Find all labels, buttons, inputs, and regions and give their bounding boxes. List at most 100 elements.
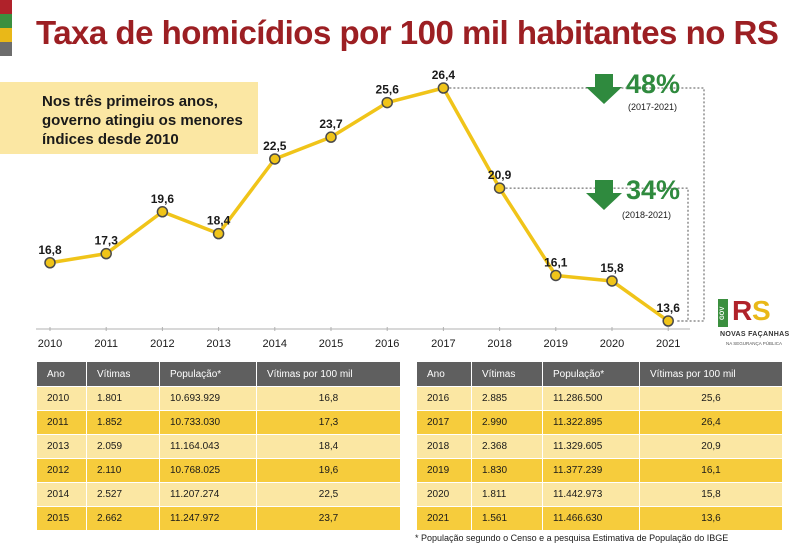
cell-taxa: 26,4 [639, 410, 783, 435]
drop-guide-2018 [505, 187, 689, 322]
cell-ano: 2013 [36, 434, 87, 459]
cell-taxa: 18,4 [256, 434, 401, 459]
col-header-populacao: População* [159, 361, 257, 387]
col-header-vitimas-por-100-mil: Vítimas por 100 mil [256, 361, 401, 387]
cell-ano: 2014 [36, 482, 87, 507]
x-tick-label: 2013 [206, 338, 230, 350]
x-tick-label: 2019 [544, 338, 568, 350]
table-row: 2013 2.059 11.164.043 18,4 [36, 434, 401, 459]
page-title: Taxa de homicídios por 100 mil habitante… [36, 14, 779, 51]
data-table-left: Ano Vítimas População* Vítimas por 100 m… [36, 361, 401, 531]
data-label: 26,4 [432, 68, 456, 82]
x-tick-label: 2014 [263, 338, 287, 350]
drop-guide-2017 [449, 87, 705, 322]
cell-populacao: 10.693.929 [159, 386, 257, 411]
novas-facanhas-logo: GOV R S NOVAS FAÇANHAS NA SEGURANÇA PÚBL… [718, 295, 790, 355]
cell-vitimas: 2.662 [86, 506, 160, 531]
table-row: 2017 2.990 11.322.895 26,4 [416, 410, 783, 435]
cell-populacao: 10.733.030 [159, 410, 257, 435]
data-point [212, 227, 225, 240]
callout-box [0, 82, 258, 154]
cell-populacao: 11.442.973 [542, 482, 640, 507]
data-label: 22,5 [263, 139, 287, 153]
series-line [49, 86, 670, 323]
cell-vitimas: 2.110 [86, 458, 160, 483]
cell-vitimas: 2.990 [471, 410, 543, 435]
table-row: 2016 2.885 11.286.500 25,6 [416, 386, 783, 411]
cell-ano: 2012 [36, 458, 87, 483]
x-tick-label: 2010 [38, 338, 62, 350]
data-point [662, 315, 674, 327]
logo-tagline: NA SEGURANÇA PÚBLICA [726, 341, 783, 346]
cell-populacao: 10.768.025 [159, 458, 257, 483]
col-header-populacao: População* [542, 361, 640, 387]
logo-r: R [732, 295, 753, 326]
data-label: 16,1 [544, 255, 568, 269]
data-point [325, 131, 337, 143]
line-chart: 16,8 17,3 19,6 18,4 22,5 23,7 25,6 26,4 20,9 16,1… [36, 68, 705, 350]
flag-stripe-green [0, 14, 12, 28]
drop-annotation-2017-2021: 48% (2017-2021) [586, 69, 696, 114]
data-label: 19,6 [151, 192, 175, 206]
cell-ano: 2011 [36, 410, 87, 435]
data-point [381, 96, 393, 109]
data-label: 18,4 [207, 214, 231, 228]
data-point [44, 257, 56, 269]
cell-populacao: 11.286.500 [542, 386, 640, 411]
cell-taxa: 17,3 [256, 410, 401, 435]
down-arrow-icon [586, 180, 622, 210]
data-label: 20,9 [488, 168, 512, 182]
x-tick-label: 2015 [319, 338, 343, 350]
cell-vitimas: 1.561 [471, 506, 543, 531]
data-point [156, 206, 169, 218]
table-row: 2014 2.527 11.207.274 22,5 [36, 482, 401, 507]
flag-stripe-gray [0, 42, 12, 56]
cell-vitimas: 1.830 [471, 458, 543, 483]
x-tick-label: 2018 [487, 338, 511, 350]
cell-ano: 2017 [416, 410, 472, 435]
down-arrow-icon [586, 74, 622, 104]
table-row: 2015 2.662 11.247.972 23,7 [36, 506, 401, 531]
data-label: 23,7 [319, 117, 343, 131]
flag-stripe-yellow [0, 28, 12, 42]
table-row: 2019 1.830 11.377.239 16,1 [416, 458, 783, 483]
cell-ano: 2015 [36, 506, 87, 531]
cell-vitimas: 2.885 [471, 386, 543, 411]
cell-populacao: 11.377.239 [542, 458, 640, 483]
x-tick-label: 2021 [656, 338, 680, 350]
drop-annotation-2018-2021: 34% (2018-2021) [586, 175, 696, 220]
data-label: 25,6 [376, 83, 400, 97]
x-tick-label: 2012 [150, 338, 174, 350]
drop-period: (2018-2021) [622, 210, 672, 220]
x-tick-label: 2011 [94, 338, 118, 350]
x-tick-label: 2017 [431, 338, 455, 350]
data-point [493, 182, 506, 194]
table-row: 2012 2.110 10.768.025 19,6 [36, 458, 401, 483]
logo-gov: GOV [718, 299, 728, 327]
cell-vitimas: 2.527 [86, 482, 160, 507]
col-header-vitimas-por-100-mil: Vítimas por 100 mil [639, 361, 783, 387]
table-row: 2010 1.801 10.693.929 16,8 [36, 386, 401, 411]
cell-taxa: 22,5 [256, 482, 401, 507]
col-header-ano: Ano [36, 361, 87, 387]
data-point [550, 269, 562, 282]
cell-vitimas: 1.801 [86, 386, 160, 411]
table-row: 2020 1.811 11.442.973 15,8 [416, 482, 783, 507]
cell-populacao: 11.207.274 [159, 482, 257, 507]
x-tick-label: 2016 [375, 338, 399, 350]
cell-ano: 2010 [36, 386, 87, 411]
cell-taxa: 20,9 [639, 434, 783, 459]
x-tick-label: 2020 [600, 338, 624, 350]
logo-name: NOVAS FAÇANHAS [720, 331, 790, 338]
data-label: 16,8 [38, 243, 62, 257]
footnote: * População segundo o Censo e a pesquisa… [415, 533, 729, 543]
cell-ano: 2020 [416, 482, 472, 507]
cell-populacao: 11.329.605 [542, 434, 640, 459]
cell-vitimas: 2.368 [471, 434, 543, 459]
flag-stripe-red [0, 0, 12, 14]
table-row: 2011 1.852 10.733.030 17,3 [36, 410, 401, 435]
col-header-vitimas: Vítimas [471, 361, 543, 387]
data-table-right: Ano Vítimas População* Vítimas por 100 m… [416, 361, 783, 531]
data-label: 17,3 [95, 234, 119, 248]
cell-vitimas: 1.852 [86, 410, 160, 435]
